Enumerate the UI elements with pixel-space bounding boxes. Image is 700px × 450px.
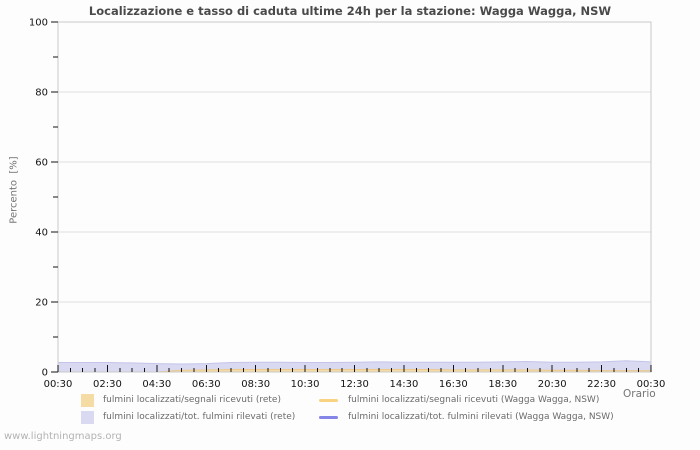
svg-text:06:30: 06:30 bbox=[192, 379, 221, 390]
chart-title: Localizzazione e tasso di caduta ultime … bbox=[88, 4, 612, 18]
watermark-url: www.lightningmaps.org bbox=[4, 431, 122, 442]
svg-text:60: 60 bbox=[35, 158, 48, 169]
svg-text:20: 20 bbox=[35, 298, 48, 309]
svg-text:14:30: 14:30 bbox=[390, 379, 419, 390]
legend-label-network-signals: fulmini localizzati/segnali ricevuti (re… bbox=[103, 395, 281, 405]
svg-text:80: 80 bbox=[35, 88, 48, 99]
svg-text:100: 100 bbox=[29, 18, 48, 29]
svg-text:02:30: 02:30 bbox=[93, 379, 122, 390]
legend-swatch-network-signals bbox=[81, 394, 94, 407]
legend-label-network-total: fulmini localizzati/tot. fulmini rilevat… bbox=[103, 412, 296, 422]
svg-text:18:30: 18:30 bbox=[488, 379, 517, 390]
svg-text:10:30: 10:30 bbox=[291, 379, 320, 390]
x-axis-title: Orario bbox=[623, 388, 656, 400]
svg-text:16:30: 16:30 bbox=[439, 379, 468, 390]
svg-text:22:30: 22:30 bbox=[587, 379, 616, 390]
legend-label-station-signals: fulmini localizzati/segnali ricevuti (Wa… bbox=[348, 395, 600, 405]
svg-text:00:30: 00:30 bbox=[44, 379, 73, 390]
legend-label-station-total: fulmini localizzati/tot. fulmini rilevat… bbox=[348, 412, 614, 422]
svg-text:0: 0 bbox=[42, 368, 48, 379]
y-axis-title: Percento [%] bbox=[8, 156, 20, 224]
legend-swatch-network-total bbox=[81, 411, 94, 424]
svg-text:12:30: 12:30 bbox=[340, 379, 369, 390]
svg-text:04:30: 04:30 bbox=[142, 379, 171, 390]
svg-text:40: 40 bbox=[35, 228, 48, 239]
svg-text:08:30: 08:30 bbox=[241, 379, 270, 390]
svg-text:00:30: 00:30 bbox=[637, 379, 666, 390]
legend-swatch-station-signals bbox=[319, 399, 338, 402]
legend-swatch-station-total bbox=[319, 416, 338, 419]
svg-text:20:30: 20:30 bbox=[538, 379, 567, 390]
